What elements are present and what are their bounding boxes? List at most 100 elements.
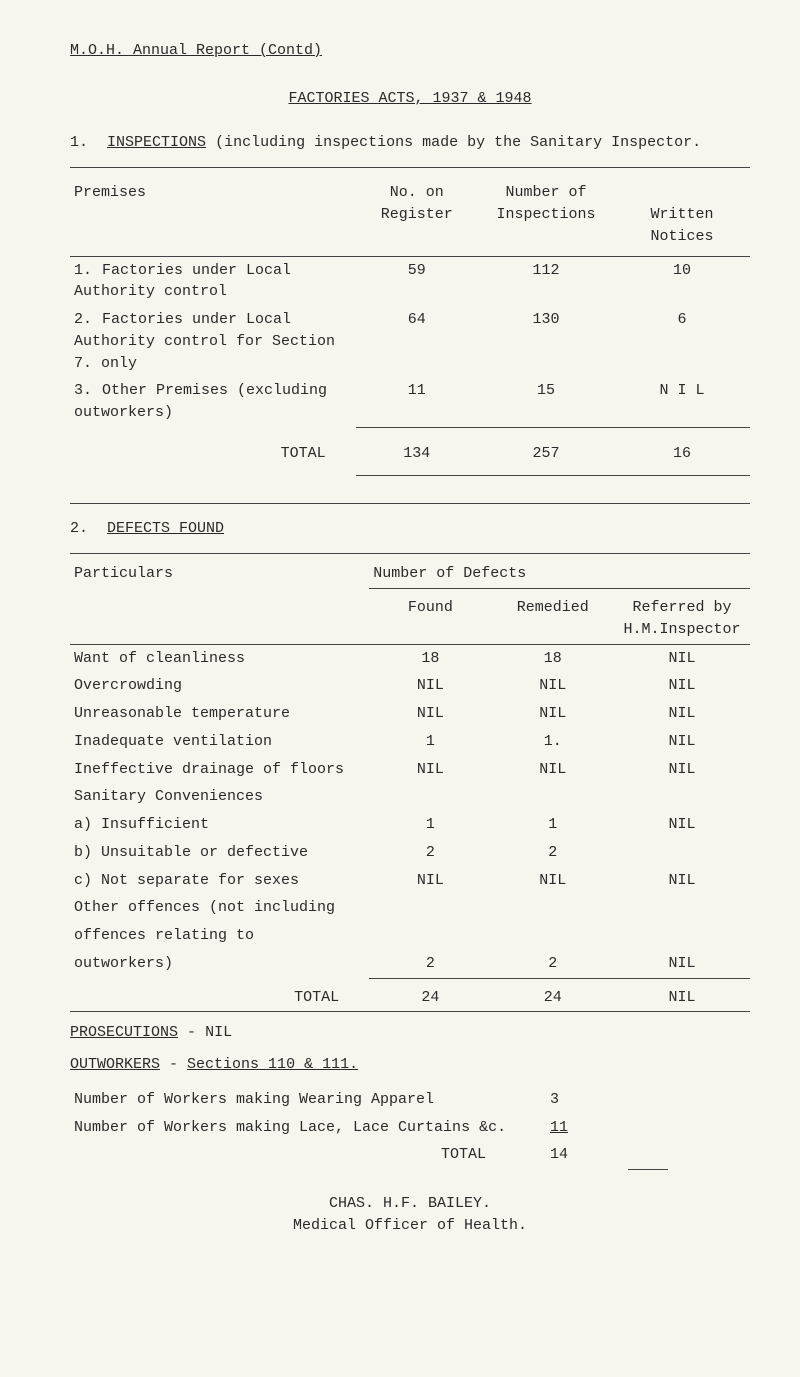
page-title: M.O.H. Annual Report (Contd): [70, 40, 750, 62]
row-label: Other Premises (excluding outworkers): [74, 382, 327, 421]
dash: -: [187, 1024, 205, 1041]
total-row: TOTAL 24 24 NIL: [70, 984, 750, 1012]
underlined-val: 11: [550, 1119, 568, 1136]
cell: 15: [478, 377, 614, 427]
table-row: 3.Other Premises (excluding outworkers) …: [70, 377, 750, 427]
cell: 1: [492, 811, 614, 839]
cell: 2: [492, 839, 614, 867]
cell: NIL: [369, 672, 491, 700]
hdr-no-on-2: Register: [381, 206, 453, 223]
cell: 18: [369, 645, 491, 673]
cell: NIL: [369, 867, 491, 895]
section-1-title: INSPECTIONS: [107, 134, 206, 151]
other-row-2: offences relating to: [70, 922, 750, 950]
table-row: Unreasonable temperature NIL NIL NIL: [70, 700, 750, 728]
hdr-referred: Referred by H.M.Inspector: [614, 594, 750, 644]
other-l3: outworkers): [70, 950, 369, 978]
signature-title: Medical Officer of Health.: [70, 1215, 750, 1237]
inspections-table: Premises No. on Register Number of Inspe…: [70, 174, 750, 480]
cell: 16: [614, 433, 750, 475]
hdr-no-on-1: No. on: [390, 184, 444, 201]
table-row: Ineffective drainage of floors NIL NIL N…: [70, 756, 750, 784]
other-row-1: Other offences (not including: [70, 894, 750, 922]
defects-table: Particulars Number of Defects Found Reme…: [70, 560, 750, 1012]
section-2-title: DEFECTS FOUND: [107, 520, 224, 537]
cell: NIL: [492, 756, 614, 784]
cell: 6: [614, 306, 750, 377]
hdr-premises: Premises: [70, 174, 356, 255]
other-l1: Other offences (not including: [70, 894, 369, 922]
hdr-remedied: Remedied: [492, 594, 614, 644]
cell: NIL: [369, 756, 491, 784]
row-label: Overcrowding: [70, 672, 369, 700]
sanitary-heading-row: Sanitary Conveniences: [70, 783, 750, 811]
row-label: Number of Workers making Wearing Apparel: [70, 1086, 546, 1114]
outworkers-line: OUTWORKERS - Sections 110 & 111.: [70, 1054, 750, 1076]
cell: 112: [478, 257, 614, 307]
other-row-3: outworkers) 2 2 NIL: [70, 950, 750, 978]
cell: 11: [546, 1114, 750, 1142]
row-label: b) Unsuitable or defective: [70, 839, 369, 867]
cell: 59: [356, 257, 478, 307]
hdr-written: Written Notices: [614, 174, 750, 255]
cell: 1: [369, 811, 491, 839]
acts-heading: FACTORIES ACTS, 1937 & 1948: [70, 88, 750, 110]
outworkers-sections: Sections 110 & 111.: [187, 1056, 358, 1073]
cell: 2: [369, 950, 491, 978]
cell: 2: [492, 950, 614, 978]
hdr-no-on: No. on Register: [356, 174, 478, 255]
cell: 134: [356, 433, 478, 475]
cell: NIL: [614, 950, 750, 978]
table-row: c) Not separate for sexes NIL NIL NIL: [70, 867, 750, 895]
cell: 2: [369, 839, 491, 867]
cell: [614, 839, 750, 867]
cell: 14: [546, 1141, 750, 1169]
signature-block: CHAS. H.F. BAILEY. Medical Officer of He…: [70, 1193, 750, 1237]
prosecutions-label: PROSECUTIONS: [70, 1024, 178, 1041]
cell: NIL: [614, 700, 750, 728]
table-row: Inadequate ventilation 1 1. NIL: [70, 728, 750, 756]
prosecutions-line: PROSECUTIONS - NIL: [70, 1022, 750, 1044]
row-label: c) Not separate for sexes: [70, 867, 369, 895]
other-l2: offences relating to: [70, 922, 369, 950]
row-label: Unreasonable temperature: [70, 700, 369, 728]
table-row: b) Unsuitable or defective 2 2: [70, 839, 750, 867]
cell: NIL: [614, 867, 750, 895]
cell: NIL: [614, 756, 750, 784]
section-1-num: 1.: [70, 132, 98, 154]
cell: 3: [546, 1086, 750, 1114]
sanitary-heading: Sanitary Conveniences: [70, 783, 369, 811]
row-num: 2.: [74, 309, 102, 331]
cell: 24: [369, 984, 491, 1012]
table-row: 1.Factories under Local Authority contro…: [70, 257, 750, 307]
cell: NIL: [614, 984, 750, 1012]
row-label: Ineffective drainage of floors: [70, 756, 369, 784]
signature-name: CHAS. H.F. BAILEY.: [70, 1193, 750, 1215]
hdr-written-t: Written Notices: [650, 206, 713, 245]
section-2-num: 2.: [70, 518, 98, 540]
row-label: a) Insufficient: [70, 811, 369, 839]
row-label: Factories under Local Authority control: [74, 262, 291, 301]
cell: NIL: [614, 672, 750, 700]
cell: 1: [369, 728, 491, 756]
cell: NIL: [492, 867, 614, 895]
cell: 24: [492, 984, 614, 1012]
table-row: Overcrowding NIL NIL NIL: [70, 672, 750, 700]
hdr-nof: Number of: [505, 184, 586, 201]
table-row: a) Insufficient 1 1 NIL: [70, 811, 750, 839]
row-label: Want of cleanliness: [70, 645, 369, 673]
total-label: TOTAL: [70, 984, 369, 1012]
cell: NIL: [614, 811, 750, 839]
cell: 64: [356, 306, 478, 377]
total-row: TOTAL 134 257 16: [70, 433, 750, 475]
cell: NIL: [614, 645, 750, 673]
hdr-particulars: Particulars: [70, 560, 369, 588]
cell: 130: [478, 306, 614, 377]
cell: N I L: [614, 377, 750, 427]
cell: 10: [614, 257, 750, 307]
cell: 257: [478, 433, 614, 475]
cell: 18: [492, 645, 614, 673]
cell: 1.: [492, 728, 614, 756]
hdr-nod: Number of Defects: [369, 560, 750, 588]
dash: -: [169, 1056, 187, 1073]
